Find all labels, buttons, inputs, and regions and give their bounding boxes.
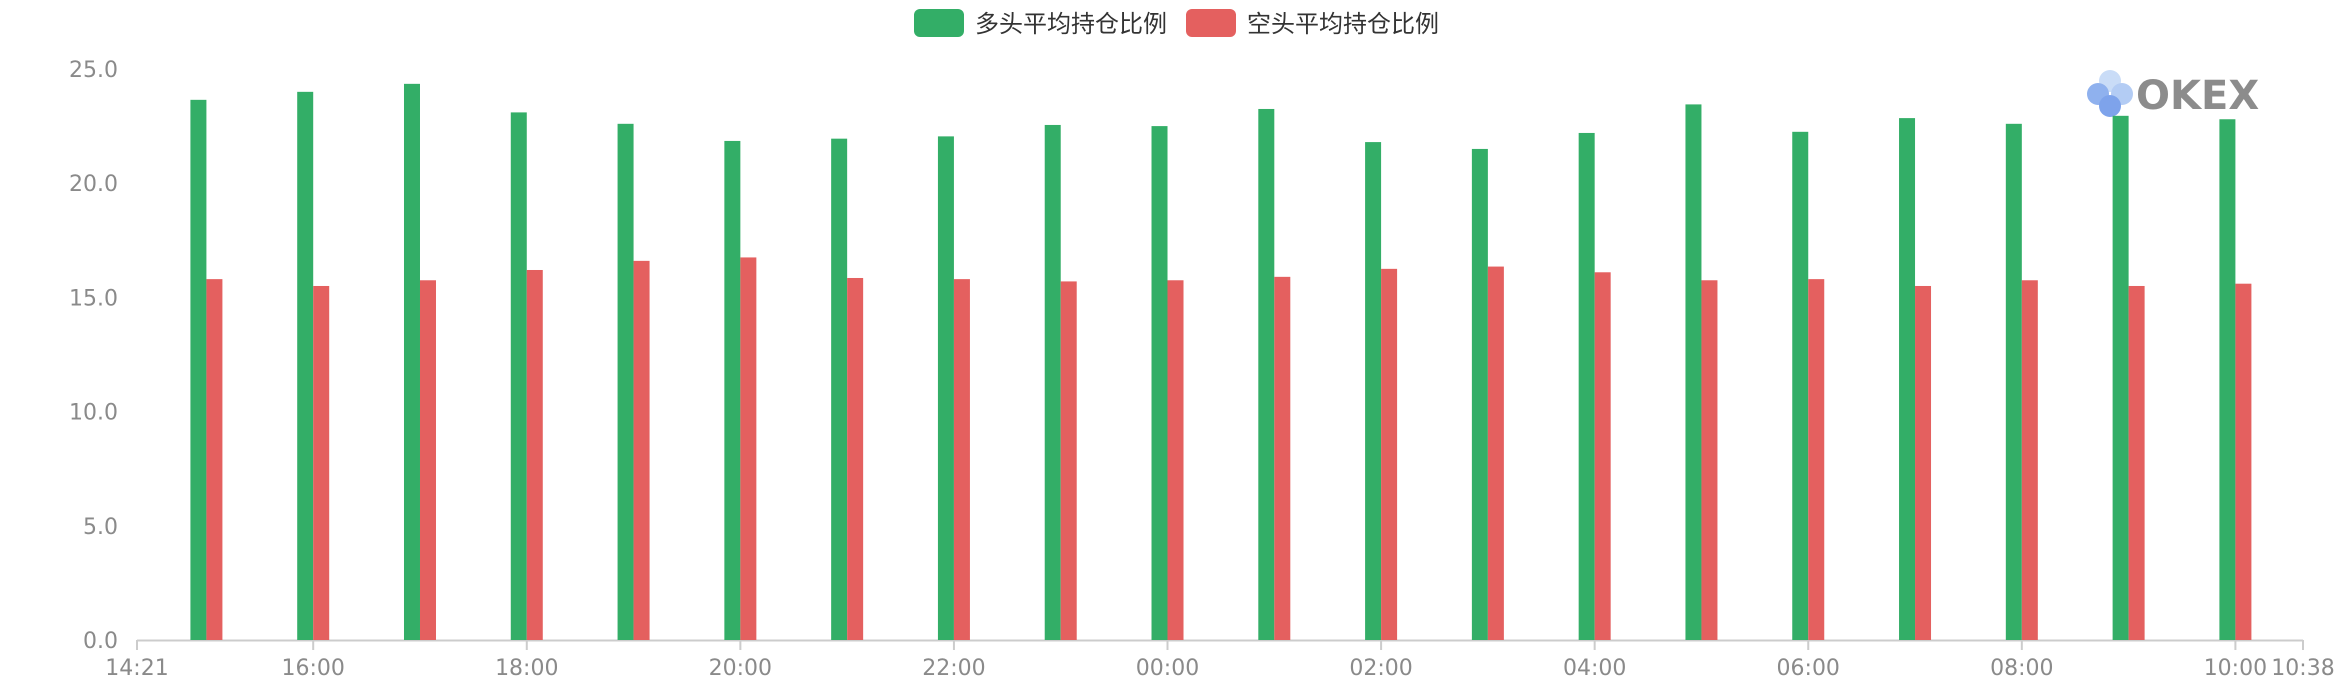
bar-short [1915, 285, 1932, 640]
bar-short [1701, 280, 1718, 640]
bar-short [1381, 268, 1398, 640]
x-tick-label: 14:21 [105, 656, 168, 680]
bars [190, 83, 2252, 641]
x-tick-label: 04:00 [1563, 656, 1626, 680]
y-tick-label: 20.0 [69, 172, 118, 197]
legend-swatch-short [1186, 9, 1236, 37]
bar-short [847, 277, 864, 640]
x-tick-label: 22:00 [922, 656, 985, 680]
legend[interactable]: 多头平均持仓比例 空头平均持仓比例 [914, 9, 1439, 38]
legend-item-short[interactable]: 空头平均持仓比例 [1186, 9, 1439, 38]
bar-short [1808, 279, 1825, 640]
bar-long [2112, 115, 2129, 640]
okex-logo: OKEX [2087, 70, 2259, 119]
x-tick-label: 02:00 [1349, 656, 1412, 680]
y-tick-label: 5.0 [83, 515, 118, 540]
bar-long [1365, 142, 1382, 640]
bar-long [1578, 132, 1595, 640]
bar-long [831, 138, 848, 641]
axes: 0.0 5.0 10.0 15.0 20.0 25.0 14:21 16:00 18:00 20:… [69, 58, 2335, 680]
y-tick-label: 25.0 [69, 58, 118, 83]
bar-long [1151, 126, 1168, 641]
x-tick-label: 06:00 [1777, 656, 1840, 680]
x-tick-label: 18:00 [495, 656, 558, 680]
bar-short [2128, 285, 2145, 640]
bar-long [297, 91, 314, 641]
x-tick-label: 08:00 [1990, 656, 2053, 680]
bar-long [937, 136, 954, 641]
y-tick-label: 15.0 [69, 286, 118, 311]
bar-long [1258, 108, 1275, 641]
y-tick-label: 0.0 [83, 629, 118, 654]
bar-short [633, 260, 650, 640]
bar-long [1044, 124, 1061, 640]
bar-long [403, 83, 420, 640]
bar-short [1167, 280, 1184, 640]
bar-long [1685, 104, 1702, 641]
bar-long [510, 112, 527, 640]
bar-short [953, 279, 970, 640]
okex-logo-icon [2087, 70, 2133, 117]
bar-short [1060, 281, 1077, 640]
bar-short [1594, 272, 1611, 640]
bar-long [190, 99, 207, 641]
x-tick-label: 20:00 [709, 656, 772, 680]
bar-long [2219, 119, 2236, 641]
legend-label-short: 空头平均持仓比例 [1247, 10, 1439, 38]
bar-short [206, 279, 223, 640]
bar-long [724, 140, 741, 641]
legend-item-long[interactable]: 多头平均持仓比例 [914, 9, 1167, 38]
y-tick-label: 10.0 [69, 401, 118, 426]
bar-long [2005, 123, 2022, 641]
bar-short [2235, 283, 2252, 640]
x-tick-label: 10:00 [2204, 656, 2267, 680]
bar-short [740, 257, 757, 640]
okex-logo-text: OKEX [2136, 73, 2259, 119]
x-tick-label: 10:38 [2271, 656, 2334, 680]
bar-short [313, 285, 330, 640]
bar-long [1899, 118, 1916, 640]
x-tick-label: 16:00 [281, 656, 344, 680]
bar-long [617, 123, 634, 641]
bar-short [1487, 266, 1504, 640]
legend-swatch-long [914, 9, 964, 37]
legend-label-long: 多头平均持仓比例 [975, 10, 1167, 38]
x-tick-label: 00:00 [1136, 656, 1199, 680]
bar-short [2021, 280, 2038, 640]
bar-short [419, 280, 436, 640]
bar-long [1792, 131, 1809, 640]
bar-short [1274, 276, 1291, 640]
bar-long [1471, 148, 1488, 640]
bar-short [526, 269, 543, 640]
